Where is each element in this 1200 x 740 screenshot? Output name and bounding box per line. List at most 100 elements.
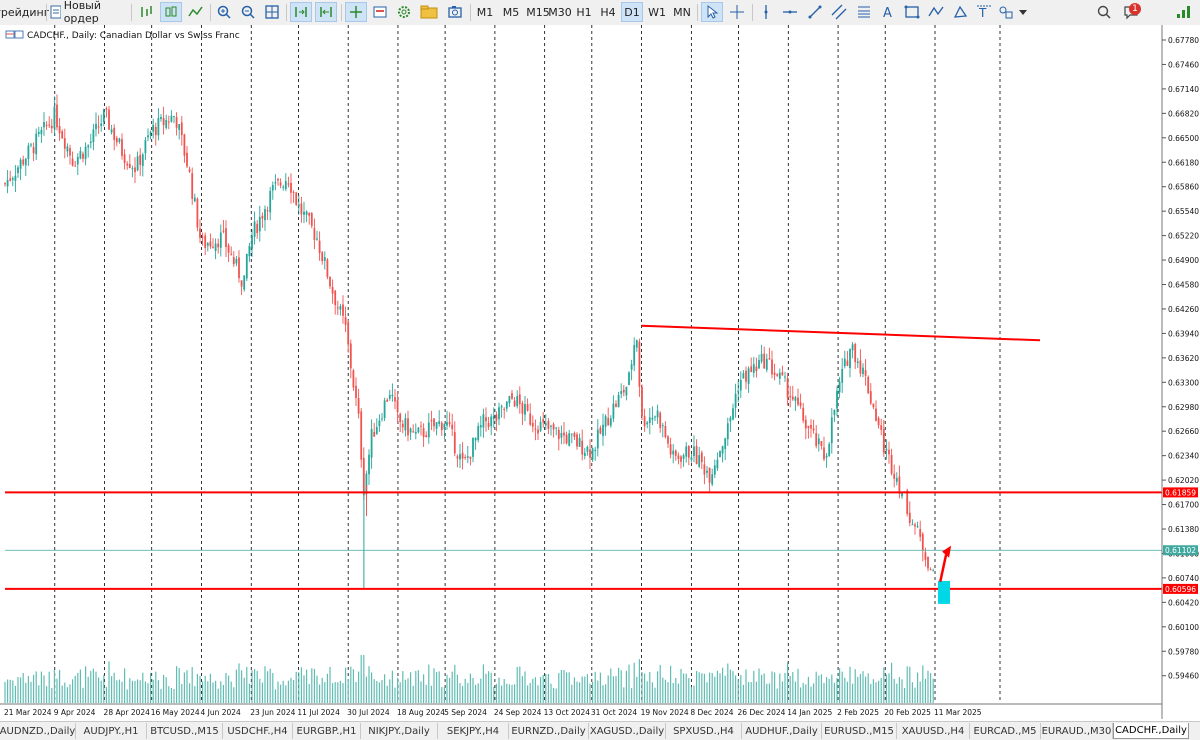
timeframe-h1[interactable]: H1 (573, 2, 595, 22)
chart-tab[interactable]: NIKJPY.,Daily (361, 723, 438, 739)
notifications-button[interactable]: 1 (1118, 2, 1144, 22)
fibonacci-icon[interactable] (854, 2, 874, 22)
settings-gear-icon[interactable] (394, 2, 414, 22)
toolbar-separator (697, 4, 698, 21)
horizontal-line-icon[interactable] (780, 2, 800, 22)
candle-body (45, 124, 48, 126)
cursor-icon[interactable] (701, 2, 723, 22)
candle-body (87, 145, 90, 148)
candle-body (248, 245, 251, 257)
current-price-tag-bg (1163, 545, 1198, 556)
chart-tab[interactable]: XAUUSD.,H4 (897, 723, 970, 739)
text-tool-icon[interactable]: A (878, 2, 898, 22)
timeframe-w1[interactable]: W1 (645, 2, 669, 22)
price-tick-label: 0.62340 (1168, 452, 1199, 461)
candle-body (459, 454, 461, 460)
candle-body (256, 223, 259, 234)
tile-windows-icon[interactable] (262, 2, 282, 22)
chart-tab-label: AUDNZD.,Daily (0, 725, 76, 737)
chart-tab[interactable]: EURAUD.,M30 (1041, 723, 1113, 739)
candle-body (279, 182, 282, 186)
polyline-tool-icon[interactable] (926, 2, 946, 22)
candle-body (61, 131, 64, 139)
rectangle-tool-icon[interactable] (902, 2, 922, 22)
price-axis: 0.67780 0.67460 0.67140 0.66820 0.66500 0.661… (1161, 25, 1199, 719)
chart-tab[interactable]: AUDHUF.,Daily (742, 723, 822, 739)
text-label-icon[interactable]: T (974, 2, 994, 22)
channel-icon[interactable] (829, 2, 849, 22)
screenshot-icon[interactable] (444, 2, 466, 22)
candle-body (477, 425, 480, 441)
candle-body (6, 180, 9, 187)
timeframe-m1[interactable]: M1 (474, 2, 496, 22)
candle-body (880, 425, 883, 430)
chart-tab[interactable]: BTCUSD.,M15 (147, 723, 223, 739)
candle-body (482, 414, 485, 428)
chart-tab[interactable]: SEKJPY.,H4 (438, 723, 509, 739)
trendline-icon[interactable] (805, 2, 825, 22)
candle-body (724, 438, 727, 450)
resistance-trendline (641, 324, 1041, 342)
bar-chart-icon[interactable] (136, 2, 156, 22)
candle-body (11, 178, 14, 180)
chart-tab[interactable]: AUDNZD.,Daily (0, 723, 76, 739)
candle-body (108, 109, 110, 130)
candle-body (508, 396, 511, 404)
candle-body (251, 235, 253, 249)
timeframe-m5[interactable]: M5 (499, 2, 523, 22)
zoom-in-icon[interactable] (214, 2, 234, 22)
shapes-icon[interactable] (996, 2, 1016, 22)
chart-tab[interactable]: EURUSD.,M15 (822, 723, 897, 739)
price-tick-label: 0.60100 (1168, 623, 1199, 632)
folder-icon[interactable] (418, 2, 440, 22)
timeframe-m30[interactable]: M30 (546, 2, 574, 22)
triangle-tool-icon[interactable] (950, 2, 970, 22)
candle-body (66, 146, 69, 152)
line-chart-icon[interactable] (186, 2, 206, 22)
crosshair-icon[interactable] (726, 2, 748, 22)
candle-body (284, 181, 287, 190)
drawn-objects[interactable] (5, 324, 1162, 604)
templates-icon[interactable] (370, 2, 390, 22)
timeframe-h4[interactable]: H4 (597, 2, 619, 22)
volume-histogram (4, 654, 934, 703)
auto-scroll-icon[interactable] (290, 2, 312, 22)
candle-body (929, 569, 932, 571)
vertical-line-icon[interactable] (756, 2, 776, 22)
timeframe-m15[interactable]: M15 (524, 2, 552, 22)
new-order-icon (50, 5, 61, 19)
candle-body (726, 423, 729, 440)
candle-body (53, 106, 56, 129)
candle-body (778, 372, 781, 379)
chart-tab[interactable]: USDCHF.,H4 (223, 723, 293, 739)
timeframe-mn[interactable]: MN (670, 2, 694, 22)
search-icon[interactable] (1094, 2, 1114, 22)
trading-button[interactable]: трейдинг (0, 2, 50, 22)
chart-tab[interactable]: SPXUSD.,H4 (666, 723, 742, 739)
chart-tab[interactable]: EURCAD.,M5 (970, 723, 1041, 739)
candle-body (386, 399, 389, 402)
indicators-icon[interactable] (345, 2, 367, 22)
timeframe-d1[interactable]: D1 (621, 2, 643, 22)
chevron-down-icon[interactable] (1016, 2, 1030, 22)
candle-body (118, 138, 121, 142)
candle-body (708, 467, 711, 483)
signal-strength-icon[interactable] (1174, 2, 1194, 22)
price-chart[interactable]: 0.67780 0.67460 0.67140 0.66820 0.66500 0.661… (0, 25, 1200, 719)
chart-tab[interactable]: CADCHF.,Daily (1113, 723, 1189, 739)
candle-body (331, 287, 334, 294)
zoom-out-icon[interactable] (238, 2, 258, 22)
candlestick-chart-icon[interactable] (160, 2, 182, 22)
candle-body (27, 145, 30, 159)
candle-body (750, 366, 753, 372)
new-order-button[interactable]: Новый ордер (49, 0, 127, 25)
candle-body (729, 417, 732, 422)
chart-tab[interactable]: EURGBP.,H1 (293, 723, 361, 739)
chart-tab[interactable]: AUDJPY.,H1 (76, 723, 147, 739)
candle-body (175, 117, 178, 128)
chart-tab[interactable]: XAGUSD.,Daily (589, 723, 666, 739)
chart-shift-icon[interactable] (315, 2, 337, 22)
candle-body (422, 428, 425, 437)
candle-body (427, 422, 430, 438)
chart-tab[interactable]: EURNZD.,Daily (509, 723, 589, 739)
